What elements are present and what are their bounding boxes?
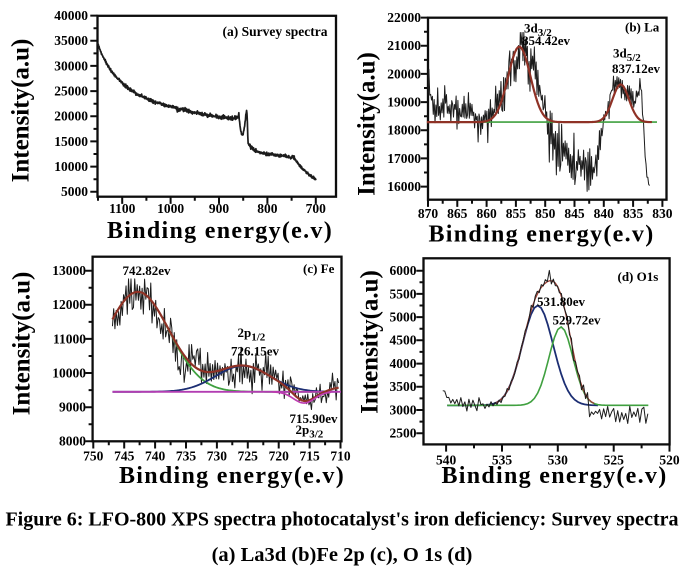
- svg-text:845: 845: [564, 206, 585, 221]
- svg-text:865: 865: [447, 206, 468, 221]
- svg-text:3d3/2: 3d3/2: [524, 21, 552, 40]
- svg-text:6000: 6000: [390, 263, 417, 278]
- svg-text:870: 870: [418, 206, 439, 221]
- svg-text:4000: 4000: [390, 356, 417, 371]
- svg-text:800: 800: [257, 201, 278, 216]
- svg-text:(d) O1s: (d) O1s: [618, 269, 659, 284]
- svg-text:40000: 40000: [54, 8, 88, 23]
- svg-text:715: 715: [299, 449, 320, 464]
- svg-text:531.80ev: 531.80ev: [537, 294, 586, 309]
- svg-text:710: 710: [330, 449, 351, 464]
- svg-text:900: 900: [209, 201, 230, 216]
- svg-text:10000: 10000: [54, 159, 88, 174]
- svg-text:20000: 20000: [54, 109, 88, 124]
- svg-text:742.82ev: 742.82ev: [123, 263, 172, 278]
- svg-text:720: 720: [269, 449, 290, 464]
- svg-text:726.15ev: 726.15ev: [231, 344, 280, 359]
- svg-text:17000: 17000: [387, 151, 421, 166]
- svg-text:35000: 35000: [54, 33, 88, 48]
- svg-text:840: 840: [594, 206, 615, 221]
- svg-text:540: 540: [436, 453, 457, 468]
- svg-text:Binding energy(e.v): Binding energy(e.v): [107, 218, 333, 244]
- svg-text:18000: 18000: [387, 123, 421, 138]
- svg-text:520: 520: [659, 453, 680, 468]
- svg-text:730: 730: [207, 449, 228, 464]
- svg-text:(c) Fe: (c) Fe: [303, 261, 335, 276]
- svg-text:5000: 5000: [390, 310, 417, 325]
- svg-text:740: 740: [145, 449, 166, 464]
- svg-text:855: 855: [506, 206, 527, 221]
- svg-text:15000: 15000: [54, 134, 88, 149]
- svg-text:535: 535: [492, 453, 513, 468]
- svg-text:30000: 30000: [54, 58, 88, 73]
- svg-text:(a) La3d (b)Fe 2p (c), O 1s (d: (a) La3d (b)Fe 2p (c), O 1s (d): [212, 544, 473, 566]
- svg-text:2500: 2500: [390, 426, 417, 441]
- svg-text:837.12ev: 837.12ev: [612, 61, 661, 76]
- svg-text:735: 735: [176, 449, 197, 464]
- svg-text:(b) La: (b) La: [625, 20, 660, 35]
- svg-text:715.90ev: 715.90ev: [290, 411, 339, 426]
- svg-text:750: 750: [83, 449, 104, 464]
- svg-text:725: 725: [238, 449, 259, 464]
- svg-text:2p1/2: 2p1/2: [238, 325, 266, 344]
- svg-text:3d5/2: 3d5/2: [613, 46, 641, 65]
- svg-text:Intensity(a.u): Intensity(a.u): [9, 272, 36, 416]
- svg-text:529.72ev: 529.72ev: [553, 313, 602, 328]
- svg-text:19000: 19000: [387, 95, 421, 110]
- svg-text:Intensity(a.u): Intensity(a.u): [354, 52, 381, 196]
- svg-text:Intensity(a.u): Intensity(a.u): [8, 39, 35, 183]
- svg-text:Figure 6: LFO-800 XPS spectra: Figure 6: LFO-800 XPS spectra photocatal…: [5, 509, 678, 531]
- svg-text:10000: 10000: [52, 366, 86, 381]
- svg-text:16000: 16000: [387, 179, 421, 194]
- svg-text:12000: 12000: [52, 297, 86, 312]
- svg-text:13000: 13000: [52, 263, 86, 278]
- svg-text:1000: 1000: [157, 201, 184, 216]
- svg-text:700: 700: [306, 201, 327, 216]
- svg-text:5000: 5000: [61, 184, 88, 199]
- svg-text:1100: 1100: [109, 201, 136, 216]
- svg-text:745: 745: [114, 449, 135, 464]
- svg-text:Binding energy(e.v): Binding energy(e.v): [119, 463, 345, 489]
- svg-text:850: 850: [535, 206, 556, 221]
- svg-text:2p3/2: 2p3/2: [296, 422, 324, 441]
- svg-text:530: 530: [548, 453, 569, 468]
- svg-text:25000: 25000: [54, 84, 88, 99]
- svg-text:9000: 9000: [59, 400, 86, 415]
- svg-text:830: 830: [652, 206, 673, 221]
- svg-text:21000: 21000: [387, 38, 421, 53]
- svg-text:525: 525: [604, 453, 625, 468]
- svg-text:22000: 22000: [387, 10, 421, 25]
- svg-text:854.42ev: 854.42ev: [522, 33, 571, 48]
- svg-text:5500: 5500: [390, 286, 417, 301]
- svg-text:860: 860: [476, 206, 497, 221]
- svg-text:3500: 3500: [390, 379, 417, 394]
- svg-text:Intensity(a.u): Intensity(a.u): [357, 270, 384, 414]
- svg-text:Binding energy(e.v): Binding energy(e.v): [428, 222, 654, 248]
- svg-text:20000: 20000: [387, 66, 421, 81]
- svg-text:8000: 8000: [59, 434, 86, 449]
- svg-text:4500: 4500: [390, 333, 417, 348]
- svg-text:(a) Survey spectra: (a) Survey spectra: [223, 24, 328, 39]
- svg-text:3000: 3000: [390, 402, 417, 417]
- svg-text:Binding energy(e.v): Binding energy(e.v): [441, 463, 667, 489]
- svg-text:835: 835: [623, 206, 644, 221]
- svg-text:11000: 11000: [53, 331, 86, 346]
